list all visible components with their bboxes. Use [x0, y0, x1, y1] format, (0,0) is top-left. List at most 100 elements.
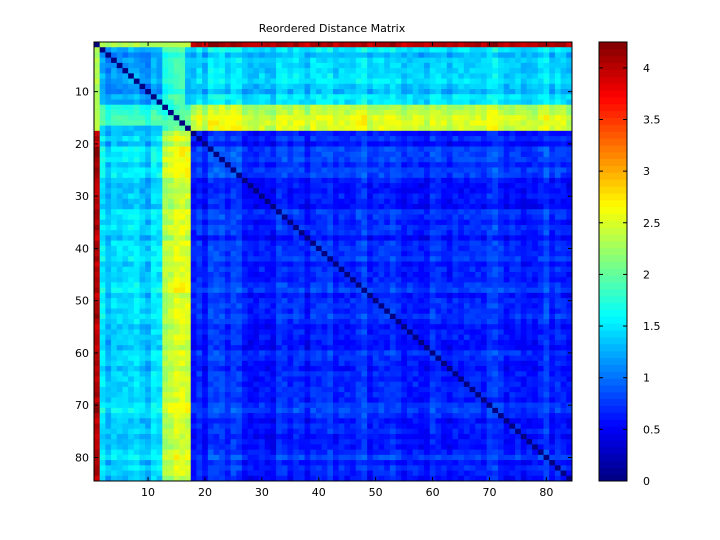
heatmap-cell: [412, 282, 419, 289]
heatmap-cell: [520, 271, 527, 278]
heatmap-cell: [333, 47, 340, 53]
heatmap-cell: [99, 198, 106, 205]
heatmap-cell: [276, 303, 283, 309]
heatmap-cell: [344, 47, 351, 53]
heatmap-cell: [236, 125, 243, 132]
heatmap-cell: [486, 324, 493, 330]
heatmap-cell: [532, 282, 539, 289]
heatmap-cell: [384, 329, 391, 336]
heatmap-cell: [526, 324, 533, 330]
heatmap-cell: [406, 162, 414, 168]
heatmap-cell: [492, 339, 499, 346]
heatmap-cell: [452, 329, 459, 336]
heatmap-cell: [350, 287, 357, 294]
heatmap-cell: [395, 329, 402, 336]
heatmap-cell: [179, 47, 186, 53]
heatmap-cell: [378, 62, 385, 69]
heatmap-cell: [281, 47, 288, 53]
heatmap-cell: [259, 230, 266, 236]
heatmap-cell: [253, 68, 260, 74]
heatmap-cell: [441, 266, 448, 273]
heatmap-cell: [230, 47, 237, 53]
heatmap-cell: [94, 130, 101, 137]
heatmap-cell: [333, 308, 340, 315]
heatmap-cell: [219, 94, 226, 100]
heatmap-cell: [486, 68, 493, 74]
heatmap-cell: [185, 334, 192, 341]
heatmap-cell: [469, 57, 476, 64]
heatmap-cell: [372, 235, 379, 241]
heatmap-cell: [435, 68, 442, 74]
heatmap-cell: [293, 68, 300, 74]
heatmap-cell: [372, 109, 379, 116]
heatmap-cell: [333, 334, 340, 341]
heatmap-cell: [560, 230, 567, 236]
heatmap-cell: [452, 303, 459, 309]
heatmap-cell: [526, 308, 533, 315]
heatmap-cell: [230, 193, 237, 200]
heatmap-cell: [498, 334, 505, 341]
heatmap-cell: [219, 308, 226, 315]
heatmap-cell: [259, 62, 266, 69]
heatmap-cell: [435, 109, 442, 116]
heatmap-cell: [94, 204, 101, 210]
heatmap-cell: [344, 99, 351, 106]
heatmap-cell: [270, 219, 277, 226]
heatmap-cell: [463, 214, 470, 221]
heatmap-cell: [406, 136, 414, 142]
heatmap-cell: [241, 151, 249, 158]
heatmap-cell: [133, 282, 140, 289]
heatmap-cell: [128, 183, 135, 189]
heatmap-cell: [264, 52, 271, 59]
heatmap-cell: [452, 151, 459, 158]
heatmap-cell: [133, 68, 140, 74]
heatmap-cell: [441, 83, 448, 90]
heatmap-cell: [224, 251, 231, 257]
heatmap-cell: [293, 83, 300, 90]
heatmap-cell: [224, 42, 231, 48]
heatmap-cell: [270, 204, 277, 210]
heatmap-cell: [554, 256, 562, 262]
heatmap-cell: [526, 83, 533, 90]
heatmap-cell: [412, 73, 419, 79]
heatmap-cell: [270, 282, 277, 289]
heatmap-cell: [315, 104, 323, 111]
heatmap-cell: [418, 162, 425, 168]
heatmap-cell: [486, 99, 493, 106]
heatmap-cell: [304, 214, 311, 221]
heatmap-cell: [389, 99, 396, 106]
heatmap-cell: [515, 151, 522, 158]
heatmap-cell: [429, 125, 436, 132]
heatmap-cell: [446, 235, 453, 241]
heatmap-cell: [304, 198, 311, 205]
heatmap-cell: [452, 83, 459, 90]
heatmap-cell: [293, 261, 300, 268]
heatmap-cell: [560, 120, 567, 127]
heatmap-cell: [293, 271, 300, 278]
heatmap-cell: [247, 209, 254, 215]
heatmap-cell: [122, 162, 129, 168]
heatmap-cell: [202, 329, 209, 336]
heatmap-cell: [213, 52, 220, 59]
heatmap-cell: [219, 251, 226, 257]
heatmap-cell: [116, 308, 123, 315]
heatmap-cell: [532, 329, 539, 336]
heatmap-cell: [441, 62, 448, 69]
heatmap-cell: [543, 251, 550, 257]
heatmap-cell: [281, 318, 288, 325]
heatmap-cell: [207, 282, 214, 289]
heatmap-cell: [424, 188, 431, 194]
heatmap-cell: [429, 303, 436, 309]
heatmap-cell: [162, 109, 169, 116]
heatmap-cell: [424, 151, 431, 158]
heatmap-cell: [549, 57, 556, 64]
heatmap-cell: [333, 282, 340, 289]
heatmap-cell: [270, 125, 277, 132]
heatmap-cell: [475, 251, 482, 257]
heatmap-cell: [304, 324, 311, 330]
heatmap-cell: [122, 251, 129, 257]
heatmap-cell: [446, 120, 453, 127]
heatmap-cell: [520, 204, 527, 210]
heatmap-cell: [458, 183, 465, 189]
heatmap-cell: [367, 214, 374, 221]
